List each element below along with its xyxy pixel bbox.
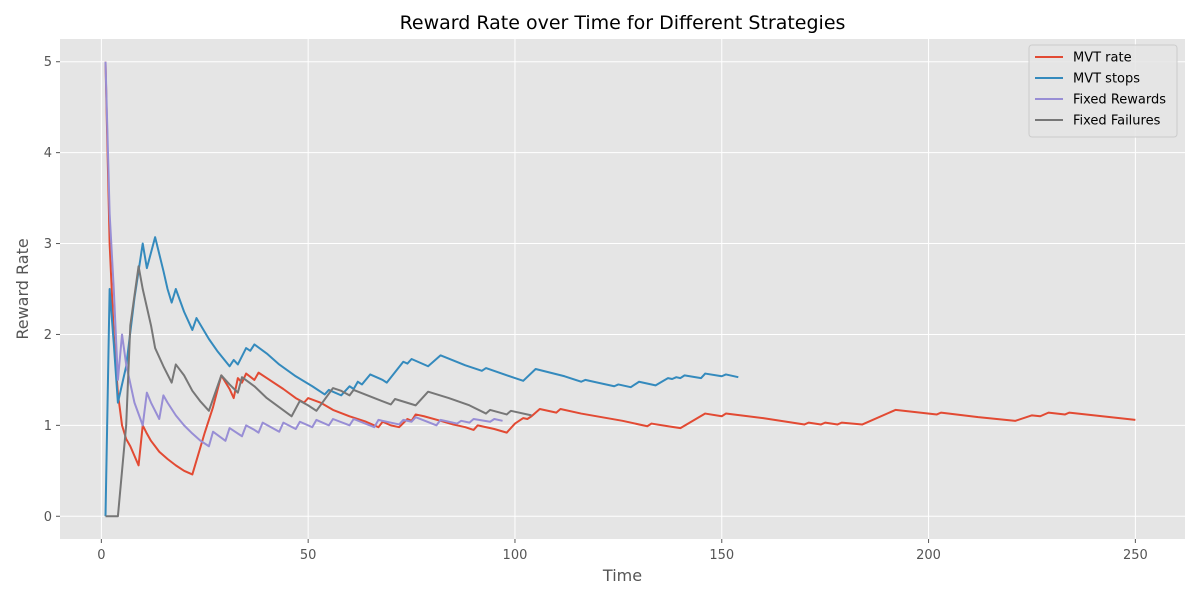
series-line-fixed-rewards <box>104 61 503 448</box>
x-tick-label: 150 <box>709 548 734 563</box>
x-tick-label: 200 <box>916 548 941 563</box>
series-layer <box>104 61 1136 518</box>
series-line-mvt-stops <box>104 236 739 517</box>
y-tick-label: 1 <box>44 419 52 434</box>
y-axis-label: Reward Rate <box>13 238 32 339</box>
legend-box <box>1028 44 1178 138</box>
x-axis-label: Time <box>602 566 642 585</box>
chart-title: Reward Rate over Time for Different Stra… <box>400 12 846 34</box>
y-tick-label: 3 <box>44 237 52 252</box>
axis-ticks: 0 50 100 150 200 250 0 1 2 3 4 5 <box>44 55 1148 563</box>
x-tick-label: 50 <box>300 548 317 563</box>
x-tick-label: 100 <box>503 548 528 563</box>
y-tick-label: 2 <box>44 328 52 343</box>
series-line-mvt-rate <box>104 61 1136 476</box>
series-line-fixed-failures <box>105 265 532 518</box>
legend: MVT rate MVT stops Fixed Rewards Fixed Fail… <box>1028 44 1178 138</box>
legend-label: Fixed Rewards <box>1073 93 1166 108</box>
legend-label: Fixed Failures <box>1073 114 1161 129</box>
y-tick-label: 0 <box>44 510 52 525</box>
legend-label: MVT stops <box>1073 72 1140 87</box>
legend-label: MVT rate <box>1073 51 1132 66</box>
plot-area <box>60 39 1185 539</box>
x-tick-label: 250 <box>1123 548 1148 563</box>
y-tick-label: 5 <box>44 55 52 70</box>
x-tick-label: 0 <box>97 548 105 563</box>
y-tick-label: 4 <box>44 146 52 161</box>
